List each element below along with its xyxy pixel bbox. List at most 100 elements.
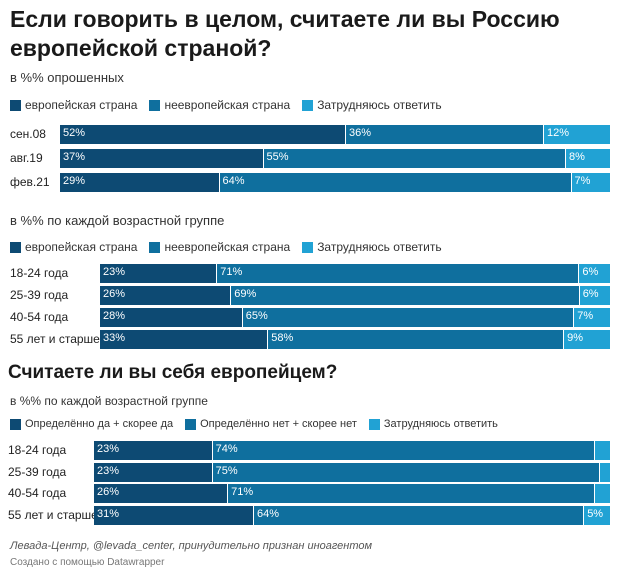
stacked-bar: 23% 75% [94, 462, 610, 482]
category-label: 40-54 года [10, 310, 69, 324]
category-label: сен.08 [10, 127, 46, 141]
chart1-legend: европейская страна неевропейская страна … [10, 98, 442, 112]
bar-row: фев.21 29% 64% 7% [10, 173, 610, 192]
bar-segment: 8% [566, 149, 610, 168]
stacked-bar: 23% 74% [94, 441, 610, 460]
legend-item: Затрудняюсь ответить [302, 240, 442, 254]
stacked-bar: 31% 64% 5% [94, 505, 610, 525]
chart3-subtitle: в %% по каждой возрастной группе [10, 394, 208, 408]
data-label: 29% [63, 175, 86, 187]
legend-label: Определённо да + скорее да [25, 418, 174, 430]
bar-segment: 74% [212, 441, 595, 460]
bar-segment: 71% [228, 484, 595, 503]
bar-segment: 9% [564, 330, 610, 349]
bar-segment: 52% [60, 125, 346, 144]
data-label: 64% [256, 507, 279, 520]
category-label: фев.21 [10, 175, 50, 189]
chart3-bars: 18-24 года 23% 74% 25-39 года 23% 75% 40-54 го… [8, 441, 610, 529]
data-label: 71% [231, 486, 254, 498]
data-label: 58% [271, 332, 294, 344]
data-label: 74% [215, 443, 238, 455]
bar-segment: 64% [253, 505, 585, 525]
category-label: 55 лет и старше [10, 332, 100, 346]
data-label: 37% [63, 151, 86, 163]
legend-label: неевропейская страна [164, 240, 291, 254]
stacked-bar: 26% 71% [94, 484, 610, 503]
bar-segment: 6% [579, 264, 610, 283]
bar-segment: 26% [100, 286, 232, 305]
bar-segment: 29% [60, 173, 220, 192]
bar-row: сен.08 52% 36% 12% [10, 125, 610, 144]
data-label: 31% [97, 507, 120, 520]
bar-segment: 7% [571, 173, 610, 192]
legend-item: европейская страна [10, 98, 137, 112]
bar-segment: 26% [94, 484, 229, 503]
legend-swatch [368, 418, 380, 430]
data-label: 55% [266, 151, 289, 163]
legend-swatch [149, 241, 161, 253]
data-label: 7% [574, 175, 591, 187]
data-label: 36% [349, 127, 372, 139]
bar-segment: 69% [231, 286, 580, 305]
legend-swatch [302, 99, 314, 111]
chart2-subtitle: в %% по каждой возрастной группе [10, 213, 225, 228]
bar-segment: 58% [268, 330, 565, 349]
chart2-legend: европейская страна неевропейская страна … [10, 240, 442, 254]
data-label: 23% [97, 464, 120, 477]
data-label: 71% [220, 266, 243, 278]
bar-segment: 31% [94, 505, 254, 525]
stacked-bar: 33% 58% 9% [100, 330, 610, 349]
category-label: 25-39 года [8, 464, 67, 479]
stacked-bar: 23% 71% 6% [100, 264, 610, 283]
bar-row: 55 лет и старше 31% 64% 5% [8, 505, 610, 525]
legend-item: неевропейская страна [149, 98, 290, 112]
legend-swatch [10, 99, 21, 111]
category-label: 55 лет и старше [8, 507, 98, 522]
stacked-bar: 52% 36% 12% [60, 125, 610, 144]
legend-label: Затрудняюсь ответить [317, 98, 442, 112]
bar-row: 55 лет и старше 33% 58% 9% [10, 330, 610, 349]
chart1-subtitle: в %% опрошенных [10, 70, 124, 85]
bar-segment: 36% [346, 125, 544, 144]
bar-segment: 33% [100, 330, 269, 349]
bar-segment: 23% [94, 441, 213, 460]
category-label: 40-54 года [8, 486, 67, 500]
category-label: 18-24 года [10, 266, 69, 280]
bar-row: 25-39 года 26% 69% 6% [10, 286, 610, 305]
legend-item: европейская страна [10, 240, 137, 254]
category-label: 18-24 года [8, 443, 67, 457]
legend-label: Затрудняюсь ответить [317, 240, 442, 254]
credit-note: Создано с помощью Datawrapper [10, 557, 165, 568]
data-label: 23% [97, 443, 120, 455]
legend-item: Определённо нет + скорее нет [185, 418, 357, 430]
legend-swatch [302, 241, 314, 253]
bar-segment: 23% [100, 264, 218, 283]
legend-label: Затрудняюсь ответить [383, 418, 498, 430]
source-note: Левада-Центр, @levada_center, принудител… [10, 540, 373, 552]
category-label: 25-39 года [10, 288, 69, 302]
bar-segment: 37% [60, 149, 264, 168]
data-label: 52% [63, 127, 86, 139]
data-label: 33% [103, 332, 126, 344]
legend-item: Определённо да + скорее да [10, 418, 173, 430]
bar-row: 18-24 года 23% 71% 6% [10, 264, 610, 283]
chart3-title: Считаете ли вы себя европейцем? [8, 362, 338, 383]
legend-swatch [10, 418, 21, 430]
data-label: 23% [103, 266, 126, 278]
legend-item: Затрудняюсь ответить [368, 418, 498, 430]
legend-swatch [149, 99, 161, 111]
data-label: 6% [582, 288, 599, 300]
bar-segment: 71% [217, 264, 580, 283]
data-label: 8% [569, 151, 585, 163]
bar-row: 40-54 года 26% 71% [8, 484, 610, 503]
legend-item: Затрудняюсь ответить [302, 98, 442, 112]
chart1-bars: сен.08 52% 36% 12% авг.19 37% 55% 8% фев.21 29% 64… [10, 125, 610, 193]
data-label: 69% [234, 288, 257, 300]
bar-segment: 6% [579, 286, 610, 305]
bar-segment: 64% [219, 173, 572, 192]
legend-item: неевропейская страна [149, 240, 290, 254]
stacked-bar: 37% 55% 8% [60, 149, 610, 168]
data-label: 12% [547, 127, 570, 139]
bar-segment: 7% [574, 308, 610, 327]
data-label: 26% [97, 486, 120, 498]
